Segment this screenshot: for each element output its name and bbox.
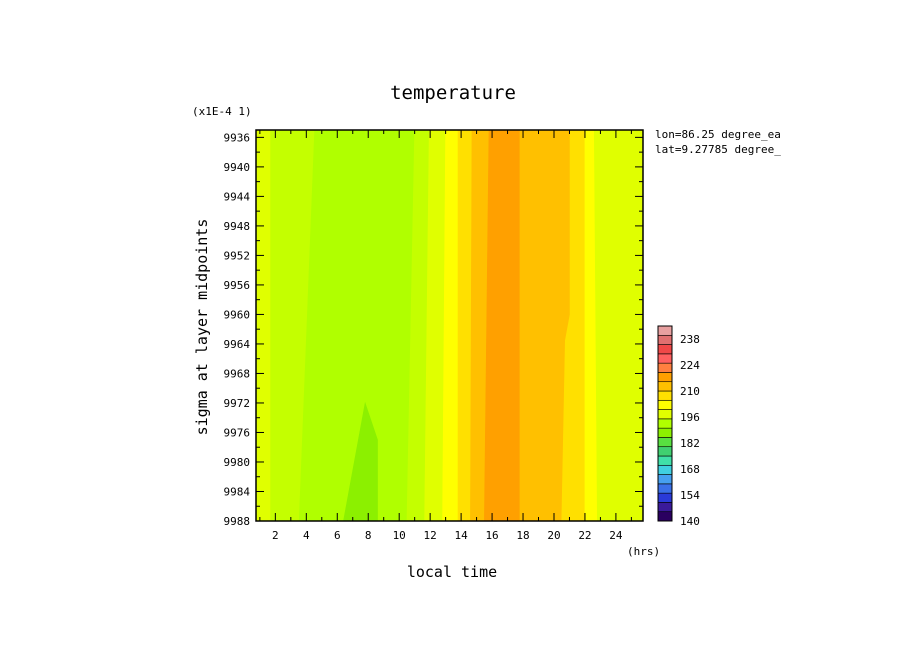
y-tick-label: 9956 [224, 279, 251, 292]
y-tick-label: 9936 [224, 131, 251, 144]
y-tick-label: 9948 [224, 220, 251, 233]
colorbar-swatch-5 [657, 464, 673, 475]
colorbar: 140 154 168 182 196 210 224 238 [657, 325, 700, 528]
colorbar-swatch-17 [657, 353, 673, 364]
y-tick-label: 9984 [224, 485, 251, 498]
x-tick-label: 8 [365, 529, 372, 542]
colorbar-swatch-0 [657, 511, 673, 522]
colorbar-swatch-1 [657, 502, 673, 513]
x-axis: 2 4 6 8 10 12 14 16 18 20 22 24 [259, 130, 632, 542]
heatmap-band-5 [457, 129, 473, 522]
colorbar-swatch-15 [657, 372, 673, 383]
colorbar-swatch-10 [657, 418, 673, 429]
colorbar-swatch-16 [657, 362, 673, 373]
colorbar-frame [657, 325, 673, 522]
colorbar-swatch-7 [657, 446, 673, 457]
y-tick-label: 9944 [224, 190, 251, 203]
colorbar-swatch-18 [657, 344, 673, 355]
x-tick-label: 16 [485, 529, 498, 542]
x-tick-label: 12 [424, 529, 437, 542]
y-axis: 9936 9940 9944 9948 9952 9956 9960 9964 9968 9972… [224, 131, 643, 528]
plot-frame [255, 129, 644, 522]
x-tick-label: 2 [272, 529, 279, 542]
info-latitude: lat=9.27785 degree_ [655, 143, 781, 156]
y-axis-label: sigma at layer midpoints [193, 219, 211, 436]
colorbar-swatch-9 [657, 427, 673, 438]
x-tick-label: 20 [547, 529, 560, 542]
colorbar-tick-label: 140 [680, 515, 700, 528]
colorbar-tick-label: 154 [680, 489, 700, 502]
x-axis-label: local time [407, 563, 497, 581]
y-tick-label: 9980 [224, 456, 251, 469]
y-tick-label: 9968 [224, 367, 251, 380]
colorbar-swatch-20 [657, 325, 673, 336]
x-tick-label: 6 [334, 529, 341, 542]
colorbar-tick-label: 182 [680, 437, 700, 450]
y-tick-label: 9988 [224, 515, 251, 528]
heatmap-fill [255, 129, 644, 522]
chart-title: temperature [390, 82, 516, 104]
x-tick-label: 10 [393, 529, 406, 542]
colorbar-swatch-19 [657, 334, 673, 345]
colorbar-swatch-6 [657, 455, 673, 466]
y-tick-label: 9952 [224, 249, 251, 262]
colorbar-swatch-13 [657, 390, 673, 401]
info-longitude: lon=86.25 degree_ea [655, 128, 781, 141]
y-tick-label: 9972 [224, 397, 251, 410]
heatmap-region-2 [519, 129, 539, 522]
y-tick-label: 9976 [224, 426, 251, 439]
y-tick-label: 9964 [224, 338, 251, 351]
x-tick-label: 22 [578, 529, 591, 542]
colorbar-swatch-12 [657, 399, 673, 410]
y-axis-multiplier: (x1E-4 1) [192, 105, 252, 118]
colorbar-tick-label: 210 [680, 385, 700, 398]
x-tick-label: 24 [609, 529, 623, 542]
x-axis-unit: (hrs) [627, 545, 660, 558]
colorbar-swatch-8 [657, 437, 673, 448]
y-tick-label: 9940 [224, 161, 251, 174]
y-tick-label: 9960 [224, 308, 251, 321]
x-tick-label: 4 [303, 529, 310, 542]
x-tick-label: 14 [454, 529, 468, 542]
x-tick-label: 18 [516, 529, 529, 542]
colorbar-tick-label: 168 [680, 463, 700, 476]
colorbar-swatch-4 [657, 474, 673, 485]
colorbar-swatch-11 [657, 409, 673, 420]
colorbar-tick-label: 224 [680, 359, 700, 372]
colorbar-swatch-2 [657, 492, 673, 503]
colorbar-swatch-14 [657, 381, 673, 392]
colorbar-tick-label: 196 [680, 411, 700, 424]
colorbar-swatch-3 [657, 483, 673, 494]
colorbar-tick-label: 238 [680, 333, 700, 346]
